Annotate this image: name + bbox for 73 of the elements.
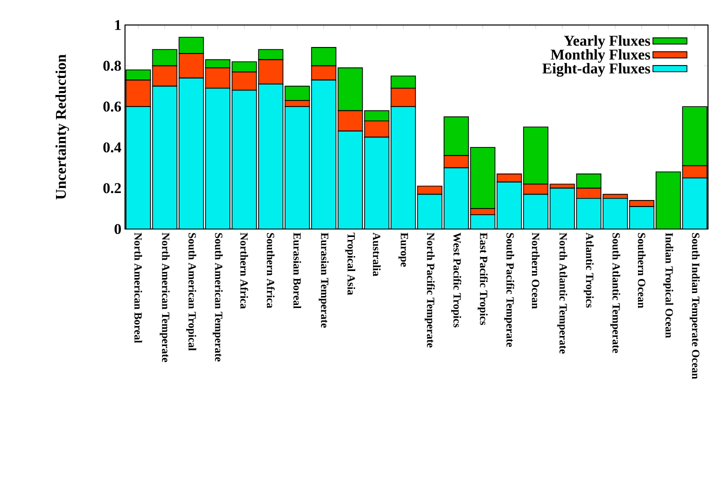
legend-label: Monthly Fluxes <box>550 49 650 63</box>
bar <box>285 106 310 229</box>
x-tick-label: West Pacific Tropics <box>451 232 462 328</box>
bar <box>311 47 336 66</box>
bar <box>496 174 522 182</box>
bar <box>524 194 548 229</box>
bar <box>126 106 150 229</box>
bar <box>152 49 178 66</box>
y-tick-label: 1 <box>115 20 121 30</box>
x-tick-label: Europe <box>398 232 408 267</box>
bar <box>178 36 204 54</box>
x-tick-label: Southern Africa <box>266 233 275 308</box>
x-tick-label: Australia <box>372 232 381 276</box>
x-tick-label: Tropical Asia <box>345 232 356 295</box>
y-tick-label: 0.4 <box>103 142 122 152</box>
x-tick-label: North American Temperate <box>160 232 170 362</box>
bar <box>576 198 601 229</box>
bar <box>682 106 708 166</box>
bar <box>576 174 602 189</box>
y-tick-label: 0.2 <box>103 183 121 194</box>
bar <box>470 147 496 209</box>
bar <box>258 84 283 229</box>
bar <box>364 137 389 229</box>
x-tick-label: North Pacific Temperate <box>424 232 435 348</box>
x-tick-label: Eurasian Boreal <box>293 232 302 309</box>
bar <box>258 49 284 60</box>
x-tick-label: Atlantic Tropics <box>584 232 594 308</box>
bar <box>364 110 390 122</box>
y-axis-title: Uncertainty Reduction <box>55 54 70 200</box>
y-tick-label: 0 <box>114 224 121 234</box>
bar <box>338 67 363 112</box>
bar <box>682 178 708 229</box>
x-tick-label: South Pacific Temperate <box>504 233 514 347</box>
bar <box>630 206 654 229</box>
x-tick-label: South American Tropical <box>186 233 196 351</box>
x-tick-label: Northern Ocean <box>532 232 540 309</box>
bar <box>390 76 416 89</box>
bar <box>206 88 230 229</box>
bar <box>417 186 442 195</box>
y-tick-label: 0.6 <box>103 102 122 112</box>
bar <box>152 86 177 229</box>
bar <box>390 88 416 107</box>
x-tick-label: East Pacific Tropics <box>478 232 488 325</box>
x-tick-label: North Atlantic Temperate <box>557 232 568 354</box>
bar <box>391 106 416 229</box>
bar <box>523 126 548 185</box>
bar <box>179 78 204 229</box>
bar <box>470 208 496 216</box>
bar <box>550 188 574 229</box>
bar <box>338 131 362 229</box>
bar <box>444 155 469 168</box>
x-tick-label: South American Temperate <box>212 233 223 362</box>
x-tick-label: South Indian Temperate Ocean <box>690 233 700 379</box>
bar <box>603 198 628 229</box>
bar <box>232 61 257 72</box>
x-tick-label: Southern Ocean <box>638 233 646 308</box>
bar <box>312 80 336 229</box>
x-tick-label: South Atlantic Temperate <box>610 233 620 353</box>
bar <box>232 90 256 229</box>
x-tick-label: Northern Africa <box>240 232 248 309</box>
x-tick-label: Indian Tropical Ocean <box>663 232 674 338</box>
x-tick-label: North American Boreal <box>134 232 142 343</box>
legend-label: Yearly Fluxes <box>564 35 650 49</box>
bar <box>284 86 310 101</box>
y-tick-label: 0.8 <box>103 60 121 71</box>
bar <box>656 172 680 229</box>
bar <box>470 214 495 229</box>
bar <box>444 168 468 229</box>
bar <box>418 194 442 229</box>
legend-label: Eight-day Fluxes <box>542 63 650 77</box>
bar <box>444 116 469 156</box>
bar <box>497 182 522 229</box>
x-tick-label: Eurasian Temperate <box>318 232 329 328</box>
